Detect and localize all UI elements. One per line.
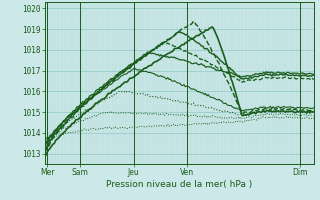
X-axis label: Pression niveau de la mer( hPa ): Pression niveau de la mer( hPa ) <box>106 180 252 189</box>
